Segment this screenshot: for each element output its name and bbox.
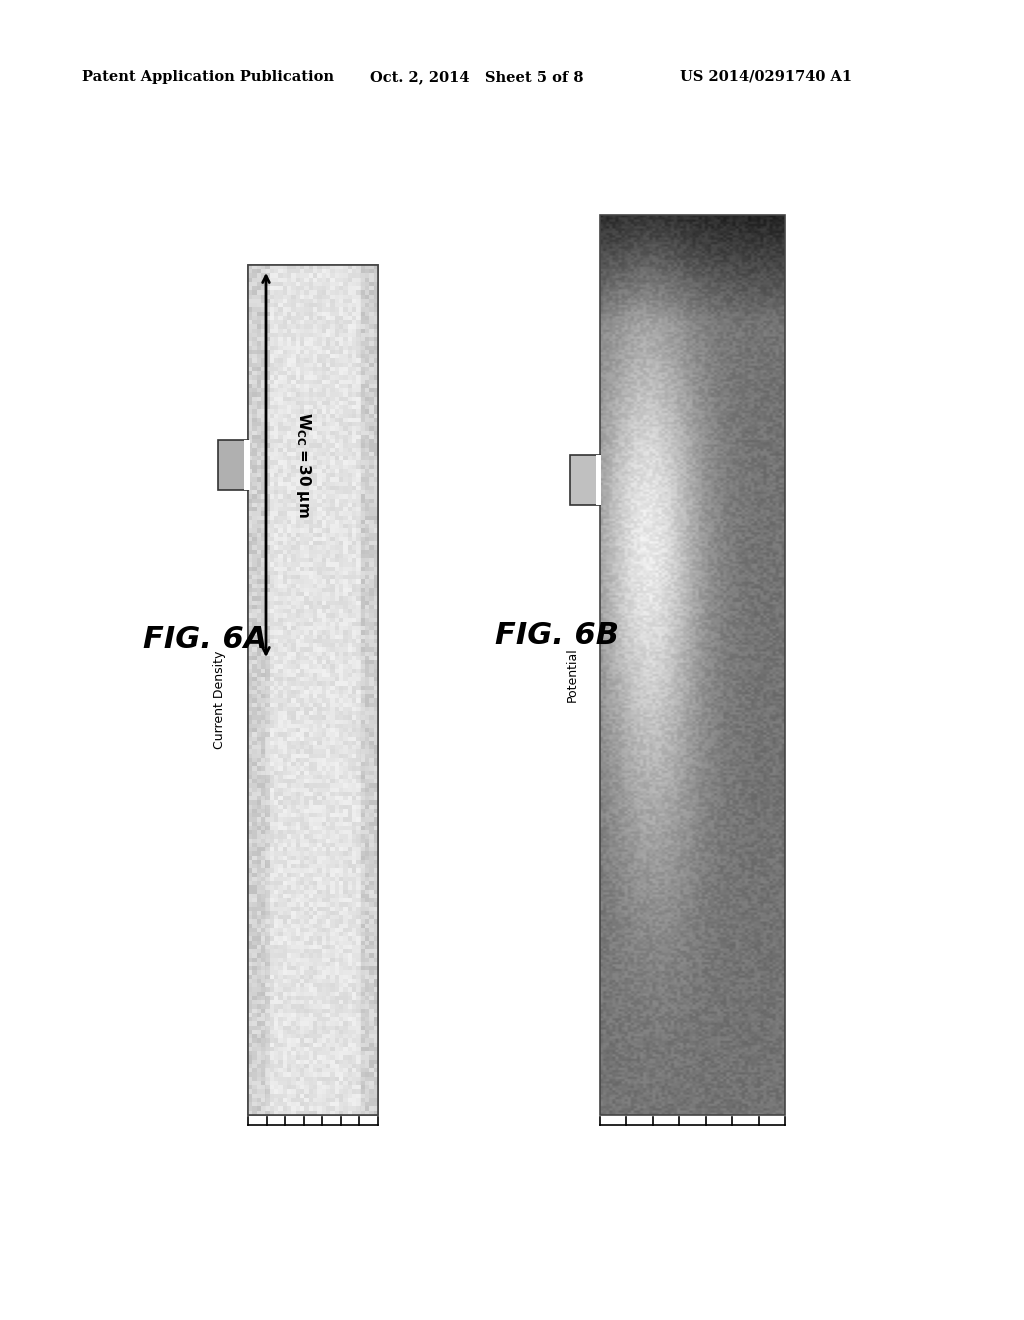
Bar — [600, 215, 785, 1115]
Text: FIG. 6A: FIG. 6A — [143, 626, 267, 655]
Bar — [596, 455, 601, 506]
Bar — [248, 265, 378, 1115]
Text: Current Density: Current Density — [213, 651, 226, 750]
Bar — [248, 265, 378, 1115]
Text: FIG. 6B: FIG. 6B — [495, 620, 618, 649]
Bar — [218, 440, 248, 490]
Text: Potential: Potential — [565, 648, 579, 702]
Text: Patent Application Publication: Patent Application Publication — [82, 70, 334, 84]
Text: US 2014/0291740 A1: US 2014/0291740 A1 — [680, 70, 852, 84]
Bar — [266, 269, 360, 1111]
Text: $\mathbf{W_{CC}}$$\mathbf{= 30\ \mu m}$: $\mathbf{W_{CC}}$$\mathbf{= 30\ \mu m}$ — [294, 412, 312, 517]
Bar — [570, 455, 600, 506]
Text: Oct. 2, 2014   Sheet 5 of 8: Oct. 2, 2014 Sheet 5 of 8 — [370, 70, 584, 84]
Bar — [244, 440, 250, 490]
